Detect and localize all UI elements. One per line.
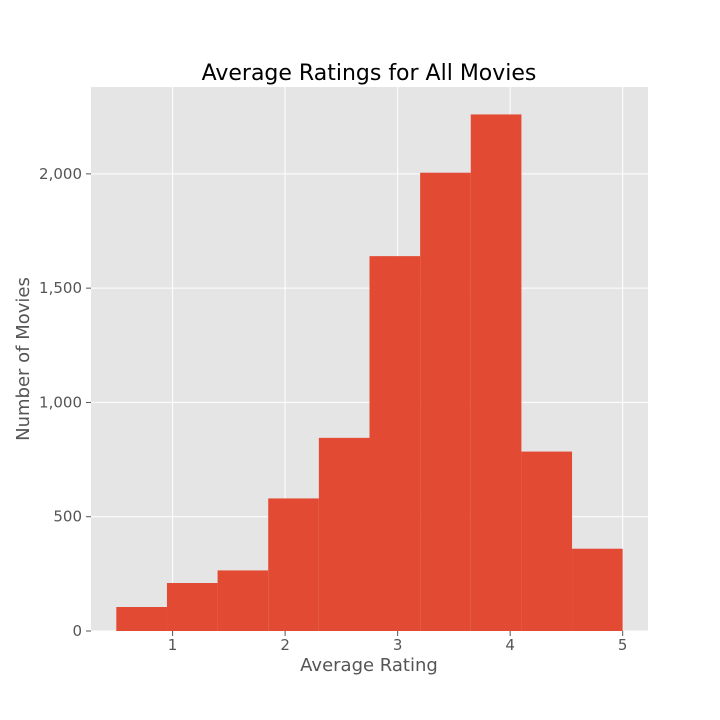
histogram-bar [217, 570, 269, 631]
chart-title: Average Ratings for All Movies [202, 61, 537, 86]
x-tick-label: 5 [618, 636, 628, 654]
x-axis-label: Average Rating [300, 655, 438, 676]
y-tick-label: 0 [72, 622, 82, 640]
histogram-bar [116, 607, 167, 631]
y-axis-label: Number of Movies [13, 277, 34, 441]
x-axis-ticks: 1 2 3 4 5 [168, 631, 628, 654]
histogram-bar [572, 548, 623, 631]
histogram-bar [369, 256, 421, 631]
histogram-bar [166, 583, 218, 631]
histogram-bar [318, 437, 370, 631]
y-tick-label: 2,000 [39, 165, 82, 183]
y-axis-ticks: 0 500 1,000 1,500 2,000 [39, 165, 91, 640]
y-tick-label: 1,500 [39, 279, 82, 297]
x-tick-label: 4 [505, 636, 515, 654]
x-tick-label: 3 [393, 636, 403, 654]
x-tick-label: 2 [280, 636, 290, 654]
histogram-bar [521, 451, 573, 631]
x-tick-label: 1 [168, 636, 178, 654]
y-tick-label: 500 [53, 508, 82, 526]
y-tick-label: 1,000 [39, 393, 82, 411]
histogram-bar [268, 498, 319, 631]
histogram-bar [420, 172, 471, 631]
bars [116, 114, 623, 631]
histogram-bar [470, 114, 522, 631]
